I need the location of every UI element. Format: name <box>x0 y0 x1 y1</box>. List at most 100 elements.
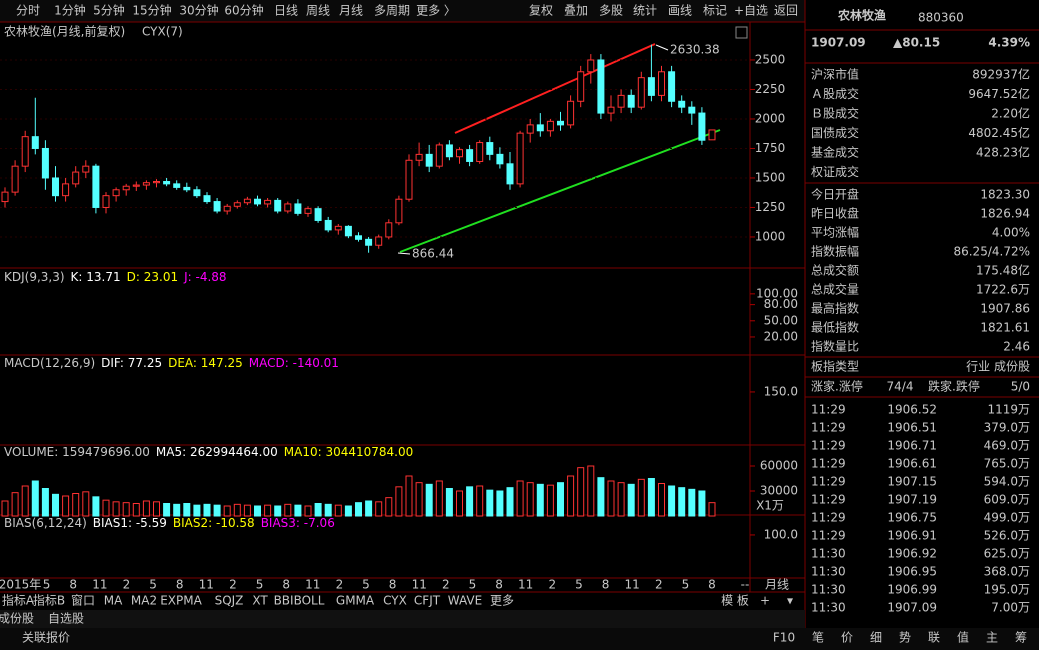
candle-body <box>617 94 625 108</box>
candle-body <box>567 100 575 126</box>
indicator-tab[interactable]: GMMA <box>336 594 375 608</box>
toolbar-tab[interactable]: 1分钟 <box>54 3 86 18</box>
indicator-tab[interactable]: WAVE <box>448 594 482 608</box>
bottom-tab[interactable]: 成份股 <box>0 612 34 626</box>
panel-legend: BIAS(6,12,24) BIAS1: -5.59 BIAS2: -10.58 BI… <box>4 516 335 530</box>
volume-bar <box>678 487 686 517</box>
bottom-tab[interactable]: 自选股 <box>48 612 84 626</box>
tick-price: 1906.52 <box>887 403 937 417</box>
volume-bar <box>294 504 302 517</box>
stat-label: 指数量比 <box>811 339 859 354</box>
board-value: 行业 成份股 <box>966 360 1030 374</box>
stat-value: 1821.61 <box>980 321 1030 335</box>
template-button[interactable]: 模 板 <box>721 594 749 608</box>
toolbar-tab[interactable]: 5分钟 <box>93 3 125 18</box>
tick-volume: 609.0万 <box>984 493 1030 507</box>
toolbar-button[interactable]: 多股 <box>599 4 623 18</box>
indicator-tab[interactable]: CFJT <box>414 594 441 608</box>
toolbar-button[interactable]: 统计 <box>633 4 657 18</box>
toolbar-button[interactable]: 返回 <box>774 4 798 18</box>
indicator-tab[interactable]: 指标B <box>33 593 65 608</box>
volume-bar <box>274 505 282 517</box>
toolbar-button[interactable]: 标记 <box>703 4 727 18</box>
candle-body <box>688 106 696 114</box>
candle-body <box>486 142 494 155</box>
volume-bar <box>425 483 433 517</box>
toolbar-tab[interactable]: 分时 <box>16 4 40 18</box>
tick-price: 1906.61 <box>887 457 937 471</box>
volume-bar <box>1 500 9 517</box>
side-tab[interactable]: 值 <box>957 630 969 645</box>
candle-body <box>577 71 585 102</box>
candle-body <box>153 181 160 184</box>
arrow <box>655 44 669 51</box>
side-tab[interactable]: 笔 <box>812 630 824 645</box>
candle-body <box>254 198 261 205</box>
tick-price: 1906.71 <box>887 439 937 453</box>
toolbar-tab[interactable]: 多周期 <box>374 4 410 18</box>
volume-bar <box>617 482 625 517</box>
candle-body <box>466 149 474 162</box>
x-tick-label: 5 <box>149 578 157 592</box>
x-tick-label: 5 <box>256 578 264 592</box>
volume-bar <box>496 490 504 517</box>
stat-label: 基金成交 <box>811 145 859 160</box>
volume-bar <box>506 487 514 517</box>
toolbar-tab[interactable]: 更多 〉 <box>416 4 456 18</box>
indicator-tab[interactable]: 更多 <box>490 594 514 608</box>
template-button[interactable]: + <box>760 594 770 608</box>
side-tab[interactable]: 主 <box>986 631 998 645</box>
indicator-tab[interactable]: MA2 <box>131 594 157 608</box>
indicator-tab[interactable]: 指标A <box>2 593 35 608</box>
toolbar-button[interactable]: 画线 <box>668 4 692 18</box>
candle-body <box>678 100 686 108</box>
side-tab[interactable]: 联 <box>928 631 940 645</box>
candle-body <box>122 185 130 191</box>
toolbar-button[interactable]: +自选 <box>734 4 768 18</box>
toolbar-tab[interactable]: 60分钟 <box>224 3 263 18</box>
candle-body <box>355 235 362 240</box>
side-tab[interactable]: 细 <box>870 631 882 645</box>
x-tick-label: 2 <box>655 578 663 592</box>
toolbar-tab[interactable]: 日线 <box>274 4 298 18</box>
x-tick-label: 2 <box>229 578 237 592</box>
indicator-tab[interactable]: EXPMA <box>160 594 202 608</box>
f10[interactable]: F10 <box>773 631 795 645</box>
toolbar-button[interactable]: 复权 <box>529 4 553 18</box>
volume-bar <box>375 501 383 517</box>
side-tab[interactable]: 势 <box>899 631 911 645</box>
volume-bar <box>52 493 59 517</box>
x-tick-label: 5 <box>43 578 51 592</box>
volume-bar <box>11 492 19 517</box>
side-tab[interactable]: 价 <box>841 631 853 645</box>
tick-volume: 1119万 <box>987 403 1030 417</box>
volume-bar <box>637 478 645 517</box>
volume-bar <box>142 500 150 517</box>
indicator-tab[interactable]: 窗口 <box>71 594 95 608</box>
breadth-label: 涨家.涨停 <box>811 379 863 394</box>
indicator-tab[interactable]: XT <box>252 594 268 608</box>
x-more[interactable]: -- <box>741 578 750 592</box>
link[interactable]: 关联报价 <box>22 630 70 645</box>
indicator-tab[interactable]: CYX <box>383 594 407 608</box>
toolbar-button[interactable]: 叠加 <box>564 4 588 18</box>
side-tab[interactable]: 筹 <box>1015 631 1027 645</box>
template-button[interactable]: ▾ <box>787 594 793 608</box>
panel-button[interactable] <box>735 26 748 39</box>
indicator-tab[interactable]: MA <box>104 594 123 608</box>
volume-bar <box>254 505 261 517</box>
toolbar-tab[interactable]: 月线 <box>339 4 363 18</box>
indicator-tab[interactable]: SQJZ <box>215 594 244 608</box>
candle-body <box>112 189 120 197</box>
toolbar-tab[interactable]: 30分钟 <box>179 3 218 18</box>
indicator-tab[interactable]: BBIBOLL <box>274 594 325 608</box>
x-tick-label: 2 <box>123 578 131 592</box>
toolbar-tab[interactable]: 15分钟 <box>132 3 171 18</box>
x-tick-label: 8 <box>602 578 610 592</box>
tick-volume: 368.0万 <box>984 565 1030 579</box>
volume-bar <box>557 482 564 517</box>
tick-time: 11:30 <box>811 547 846 561</box>
toolbar-tab[interactable]: 周线 <box>306 4 330 18</box>
volume-bar <box>264 504 272 517</box>
legend-item: VOLUME: 159479696.00 <box>4 445 150 459</box>
